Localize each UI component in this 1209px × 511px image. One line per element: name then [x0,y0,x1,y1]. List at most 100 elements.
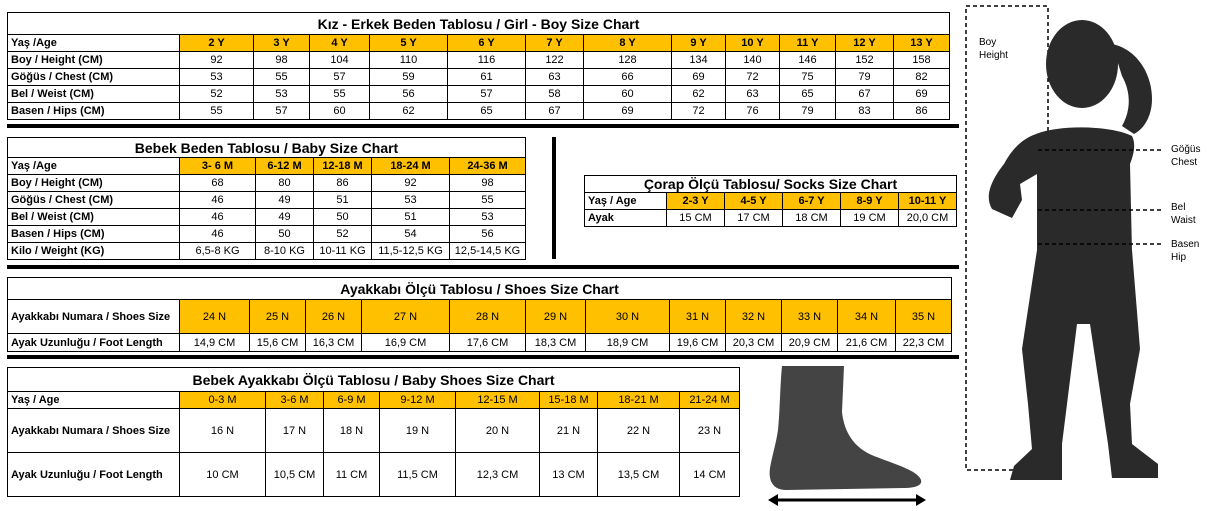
kids-table-title: Kız - Erkek Beden Tablosu / Girl - Boy S… [7,12,950,35]
table-cell: 63 [525,68,584,86]
header-cell: Yaş /Age [7,157,180,175]
socks-table-title: Çorap Ölçü Tablosu/ Socks Size Chart [584,175,957,193]
header-cell: 35 N [895,299,952,334]
table-cell: 8-10 KG [255,242,314,260]
table-cell: 92 [179,51,254,69]
table-cell: 11 CM [323,452,380,497]
table-cell: 19 CM [840,209,899,227]
table-cell: 46 [179,191,256,209]
header-cell: 15-18 M [539,391,598,409]
table-row: Ayak 15 CM 17 CM 18 CM 19 CM 20,0 CM [584,209,957,227]
table-cell: 46 [179,208,256,226]
waist-label: Bel Waist [1171,202,1196,226]
table-cell: 55 [309,85,370,103]
row-label: Ayak Uzunluğu / Foot Length [7,333,180,352]
table-cell: 11,5-12,5 KG [371,242,450,260]
table-cell: 23 N [679,408,740,453]
kids-header-row: Yaş /Age 2 Y 3 Y 4 Y 5 Y 6 Y 7 Y 8 Y 9 Y… [7,34,950,52]
table-cell: 15 CM [666,209,725,227]
table-row: Bel / Weist (CM) 52 53 55 56 57 58 60 62… [7,85,950,103]
table-cell: 98 [253,51,310,69]
table-cell: 53 [449,208,526,226]
table-cell: 11,5 CM [379,452,456,497]
table-cell: 52 [313,225,372,243]
header-cell: 9 Y [671,34,726,52]
table-cell: 13 CM [539,452,598,497]
table-cell: 17 CM [724,209,783,227]
table-cell: 57 [447,85,526,103]
header-cell: 29 N [525,299,586,334]
section-divider [7,355,959,359]
table-cell: 53 [179,68,254,86]
table-cell: 61 [447,68,526,86]
table-cell: 60 [583,85,672,103]
header-cell: 28 N [449,299,526,334]
table-cell: 146 [779,51,836,69]
table-cell: 140 [725,51,780,69]
socks-header-row: Yaş / Age 2-3 Y 4-5 Y 6-7 Y 8-9 Y 10-11 … [584,192,957,210]
table-cell: 79 [835,68,894,86]
table-cell: 69 [583,102,672,120]
table-row: Basen / Hips (CM) 46 50 52 54 56 [7,225,526,243]
table-cell: 122 [525,51,584,69]
table-cell: 55 [179,102,254,120]
row-label: Göğüs / Chest (CM) [7,68,180,86]
table-row: Ayakkabı Numara / Shoes Size 16 N 17 N 1… [7,408,740,453]
table-cell: 22,3 CM [895,333,952,352]
table-cell: 19,6 CM [669,333,726,352]
table-cell: 152 [835,51,894,69]
header-cell: 2-3 Y [666,192,725,210]
header-cell: 0-3 M [179,391,266,409]
header-cell: 32 N [725,299,782,334]
header-cell: Yaş /Age [7,34,180,52]
table-cell: 72 [725,68,780,86]
height-label: Boy Height [979,37,1008,61]
table-cell: 57 [253,102,310,120]
table-row: Ayak Uzunluğu / Foot Length 14,9 CM 15,6… [7,333,952,352]
table-cell: 51 [313,191,372,209]
header-cell: 6-12 M [255,157,314,175]
table-cell: 16,9 CM [361,333,450,352]
kids-size-table: Kız - Erkek Beden Tablosu / Girl - Boy S… [7,12,950,120]
table-cell: 20,3 CM [725,333,782,352]
baby-size-table: Bebek Beden Tablosu / Baby Size Chart Ya… [7,137,526,260]
table-cell: 76 [725,102,780,120]
table-cell: 14 CM [679,452,740,497]
table-cell: 79 [779,102,836,120]
table-row: Boy / Height (CM) 92 98 104 110 116 122 … [7,51,950,69]
table-cell: 14,9 CM [179,333,250,352]
table-cell: 56 [369,85,448,103]
table-cell: 20,9 CM [781,333,838,352]
row-label: Bel / Weist (CM) [7,85,180,103]
table-cell: 66 [583,68,672,86]
header-cell: 12-18 M [313,157,372,175]
hip-label: Basen Hip [1171,239,1200,263]
header-cell: 3 Y [253,34,310,52]
table-cell: 86 [893,102,950,120]
header-cell: 10 Y [725,34,780,52]
header-cell: 8-9 Y [840,192,899,210]
header-cell: 6-7 Y [782,192,841,210]
header-cell: 4-5 Y [724,192,783,210]
table-cell: 67 [525,102,584,120]
header-cell: 3-6 M [265,391,324,409]
table-cell: 58 [525,85,584,103]
table-cell: 12,5-14,5 KG [449,242,526,260]
row-label: Bel / Weist (CM) [7,208,180,226]
table-cell: 17,6 CM [449,333,526,352]
row-label: Kilo / Weight (KG) [7,242,180,260]
table-row: Ayak Uzunluğu / Foot Length 10 CM 10,5 C… [7,452,740,497]
header-cell: 24-36 M [449,157,526,175]
table-row: Basen / Hips (CM) 55 57 60 62 65 67 69 7… [7,102,950,120]
table-cell: 75 [779,68,836,86]
header-cell: 3- 6 M [179,157,256,175]
table-cell: 54 [371,225,450,243]
row-label: Boy / Height (CM) [7,51,180,69]
table-cell: 49 [255,191,314,209]
table-cell: 83 [835,102,894,120]
table-cell: 65 [447,102,526,120]
header-cell: 8 Y [583,34,672,52]
baby-header-row: Yaş /Age 3- 6 M 6-12 M 12-18 M 18-24 M 2… [7,157,526,175]
table-cell: 59 [369,68,448,86]
table-cell: 62 [671,85,726,103]
